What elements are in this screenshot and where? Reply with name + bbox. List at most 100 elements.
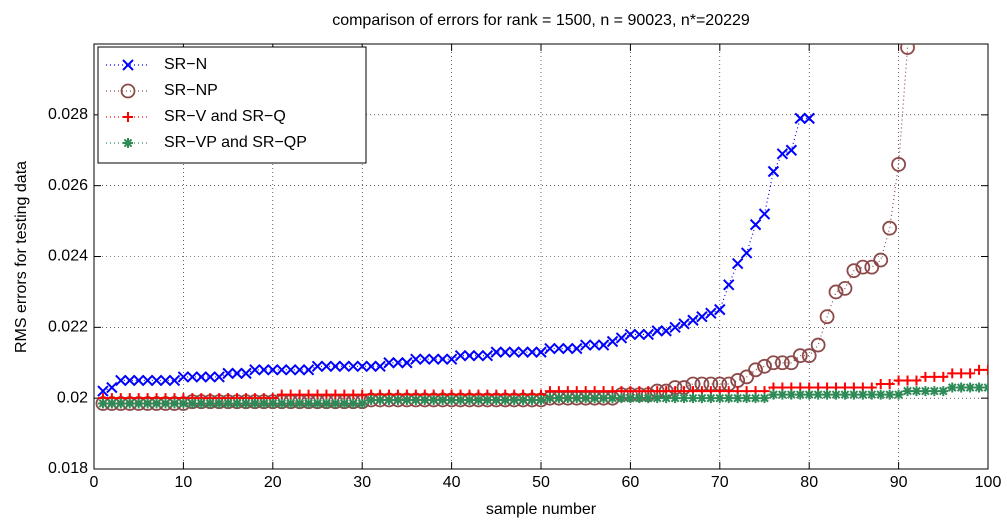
data-point bbox=[652, 393, 663, 404]
data-point bbox=[357, 398, 368, 409]
chart-title: comparison of errors for rank = 1500, n … bbox=[332, 12, 750, 29]
data-point bbox=[766, 355, 781, 371]
data-point bbox=[882, 220, 898, 236]
data-point bbox=[302, 364, 315, 376]
data-point bbox=[660, 325, 672, 337]
data-point bbox=[339, 389, 350, 400]
data-point bbox=[160, 398, 171, 409]
data-point bbox=[276, 398, 287, 409]
data-point bbox=[767, 165, 780, 178]
x-tick-label: 60 bbox=[622, 474, 640, 491]
data-point bbox=[783, 355, 799, 371]
data-point bbox=[267, 398, 278, 409]
data-point bbox=[338, 360, 351, 372]
data-point bbox=[303, 389, 314, 400]
data-point bbox=[169, 398, 180, 409]
data-point bbox=[866, 389, 877, 400]
data-point bbox=[463, 349, 476, 362]
data-point bbox=[142, 398, 153, 409]
data-point bbox=[929, 386, 940, 397]
data-point bbox=[597, 339, 610, 351]
data-point bbox=[294, 398, 305, 409]
data-point bbox=[714, 303, 726, 316]
data-point bbox=[624, 328, 637, 341]
data-point bbox=[249, 398, 260, 409]
data-point bbox=[974, 382, 985, 393]
data-point bbox=[276, 364, 288, 376]
data-point bbox=[311, 360, 324, 372]
data-point bbox=[900, 44, 915, 55]
data-point bbox=[795, 389, 806, 400]
data-point bbox=[606, 335, 619, 348]
data-point bbox=[884, 389, 895, 400]
data-point bbox=[571, 342, 583, 355]
data-point bbox=[776, 148, 789, 160]
data-point bbox=[562, 342, 574, 355]
data-point bbox=[846, 263, 862, 279]
data-point bbox=[803, 112, 815, 125]
data-point bbox=[384, 394, 395, 405]
data-point bbox=[517, 346, 529, 358]
data-point bbox=[375, 394, 386, 405]
data-point bbox=[731, 257, 744, 270]
data-point bbox=[205, 398, 216, 409]
y-tick-label: 0.024 bbox=[48, 248, 88, 265]
data-point bbox=[739, 369, 755, 385]
data-point bbox=[615, 332, 628, 344]
data-point bbox=[544, 342, 556, 355]
data-point bbox=[983, 382, 988, 393]
data-point bbox=[801, 348, 817, 364]
data-point bbox=[482, 394, 493, 405]
x-tick-label: 90 bbox=[890, 474, 908, 491]
data-point bbox=[634, 393, 645, 404]
data-point bbox=[321, 398, 332, 409]
data-point bbox=[285, 398, 296, 409]
legend-marker bbox=[123, 138, 133, 148]
data-point bbox=[642, 328, 654, 341]
data-point bbox=[911, 375, 922, 386]
x-tick-label: 50 bbox=[532, 474, 550, 491]
data-point bbox=[875, 379, 886, 389]
data-point bbox=[347, 360, 359, 372]
data-point bbox=[437, 394, 448, 405]
x-tick-label: 30 bbox=[353, 474, 371, 491]
data-point bbox=[875, 389, 886, 400]
axes-box bbox=[93, 43, 989, 470]
series-line bbox=[102, 117, 810, 392]
legend: SR−N SR−NP SR−V and SR−Q SR−VP and SR−QP bbox=[97, 46, 367, 164]
data-point bbox=[705, 307, 717, 319]
data-point bbox=[786, 389, 797, 400]
data-point bbox=[768, 389, 779, 400]
data-point bbox=[723, 393, 734, 404]
data-point bbox=[902, 375, 913, 386]
data-point bbox=[873, 252, 889, 268]
data-point bbox=[410, 353, 422, 365]
data-point bbox=[714, 393, 725, 404]
data-point bbox=[258, 364, 270, 376]
data-point bbox=[732, 393, 743, 404]
data-point bbox=[748, 362, 763, 378]
data-point bbox=[231, 367, 243, 380]
data-point bbox=[428, 353, 440, 365]
y-axis-label: RMS errors for testing data bbox=[13, 161, 30, 353]
data-point bbox=[97, 398, 108, 409]
data-point bbox=[446, 394, 457, 405]
data-point bbox=[938, 371, 949, 382]
data-point bbox=[983, 364, 988, 375]
data-point bbox=[132, 374, 145, 387]
data-point bbox=[956, 382, 967, 393]
data-point bbox=[571, 393, 582, 404]
y-tick-label: 0.02 bbox=[57, 389, 88, 406]
data-point bbox=[454, 349, 467, 362]
data-point bbox=[312, 398, 323, 409]
data-point bbox=[553, 393, 564, 404]
data-point bbox=[929, 371, 940, 382]
data-point bbox=[383, 357, 395, 369]
data-point bbox=[401, 357, 413, 369]
data-point bbox=[177, 371, 190, 383]
data-point bbox=[828, 284, 844, 300]
data-point bbox=[911, 386, 922, 397]
y-tick-label: 0.022 bbox=[48, 319, 88, 336]
data-point bbox=[491, 394, 502, 405]
